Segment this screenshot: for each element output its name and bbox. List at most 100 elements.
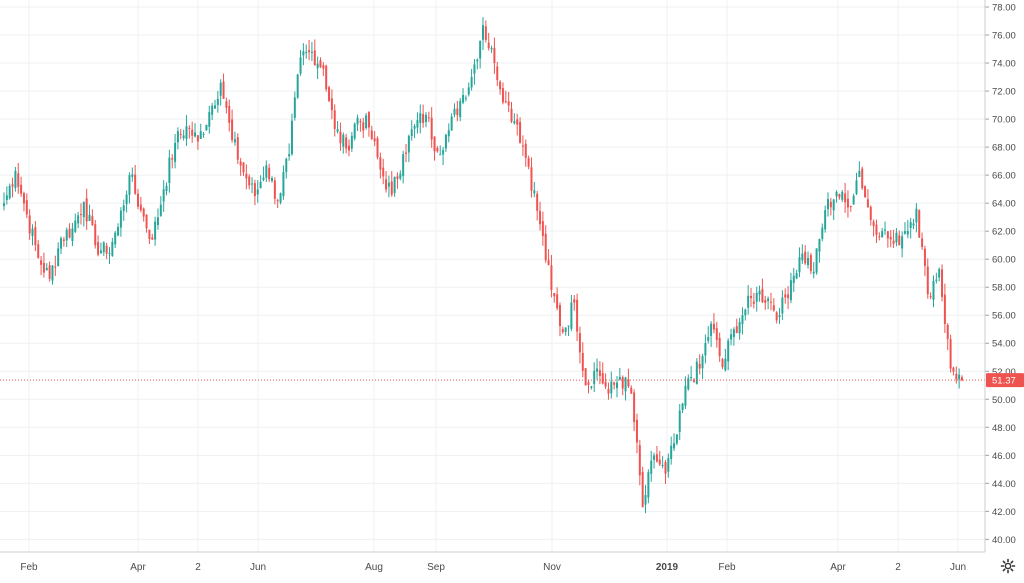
- candle[interactable]: [419, 104, 422, 134]
- candle[interactable]: [715, 321, 718, 348]
- candle[interactable]: [561, 326, 564, 334]
- candle[interactable]: [687, 374, 690, 391]
- candle[interactable]: [407, 134, 410, 163]
- candle[interactable]: [128, 172, 131, 204]
- candle[interactable]: [68, 223, 71, 239]
- candle[interactable]: [273, 177, 276, 205]
- candle[interactable]: [60, 236, 63, 255]
- candle[interactable]: [342, 132, 345, 154]
- candle[interactable]: [97, 235, 100, 257]
- candle[interactable]: [79, 203, 82, 225]
- candle[interactable]: [747, 284, 750, 315]
- candle[interactable]: [570, 295, 573, 332]
- candle[interactable]: [313, 39, 316, 66]
- candle[interactable]: [795, 269, 798, 280]
- candle[interactable]: [861, 166, 864, 190]
- candle[interactable]: [824, 205, 827, 233]
- candle[interactable]: [20, 176, 23, 197]
- candle[interactable]: [171, 153, 174, 169]
- candle[interactable]: [8, 183, 11, 200]
- candle[interactable]: [903, 222, 906, 235]
- candle[interactable]: [838, 193, 841, 200]
- candle[interactable]: [732, 327, 735, 346]
- candle[interactable]: [271, 176, 274, 183]
- candle[interactable]: [151, 233, 154, 240]
- candle[interactable]: [131, 167, 134, 182]
- candle[interactable]: [630, 385, 633, 394]
- candle[interactable]: [921, 232, 924, 250]
- candle[interactable]: [829, 197, 832, 216]
- candle[interactable]: [621, 375, 624, 396]
- candle[interactable]: [624, 376, 627, 401]
- candle[interactable]: [767, 296, 770, 310]
- candle[interactable]: [553, 292, 556, 303]
- candle[interactable]: [148, 229, 151, 245]
- candle[interactable]: [556, 287, 559, 311]
- candle[interactable]: [231, 109, 234, 143]
- candle[interactable]: [667, 453, 670, 478]
- candle[interactable]: [17, 162, 20, 194]
- candle[interactable]: [62, 236, 65, 247]
- candle[interactable]: [530, 157, 533, 198]
- candle[interactable]: [832, 198, 835, 221]
- candle[interactable]: [379, 152, 382, 179]
- candle[interactable]: [593, 362, 596, 393]
- candle[interactable]: [262, 166, 265, 182]
- candle[interactable]: [482, 17, 484, 51]
- candle[interactable]: [926, 258, 929, 299]
- candle[interactable]: [168, 149, 171, 193]
- candle[interactable]: [222, 73, 225, 99]
- candle[interactable]: [279, 192, 282, 205]
- candle[interactable]: [872, 219, 875, 237]
- candle[interactable]: [347, 139, 350, 157]
- candle[interactable]: [290, 113, 293, 156]
- candle[interactable]: [387, 175, 390, 198]
- candle[interactable]: [94, 220, 97, 249]
- candle[interactable]: [510, 101, 513, 124]
- candle[interactable]: [464, 95, 467, 102]
- candle[interactable]: [490, 45, 493, 53]
- candle[interactable]: [114, 230, 117, 249]
- candle[interactable]: [356, 114, 359, 132]
- candle[interactable]: [661, 456, 664, 469]
- candle[interactable]: [564, 327, 567, 336]
- candle[interactable]: [336, 120, 339, 134]
- candle[interactable]: [670, 436, 673, 465]
- candle[interactable]: [929, 292, 932, 300]
- candle[interactable]: [77, 211, 80, 229]
- candle[interactable]: [216, 90, 219, 113]
- candle[interactable]: [333, 104, 336, 137]
- candle[interactable]: [339, 122, 342, 151]
- candle[interactable]: [236, 133, 239, 164]
- candle[interactable]: [439, 145, 442, 156]
- candle[interactable]: [179, 129, 182, 140]
- candle[interactable]: [496, 61, 499, 87]
- candle[interactable]: [678, 404, 681, 440]
- candle[interactable]: [3, 192, 5, 211]
- candle[interactable]: [51, 264, 54, 285]
- candle[interactable]: [764, 296, 767, 311]
- candle[interactable]: [125, 190, 128, 213]
- candle[interactable]: [253, 179, 256, 206]
- candle[interactable]: [864, 185, 867, 198]
- candle[interactable]: [958, 368, 961, 389]
- candle[interactable]: [436, 145, 439, 153]
- candle[interactable]: [775, 311, 778, 324]
- candle[interactable]: [40, 256, 43, 276]
- candle[interactable]: [567, 325, 570, 337]
- candle[interactable]: [117, 223, 120, 237]
- candle[interactable]: [943, 283, 946, 334]
- candle[interactable]: [328, 85, 331, 103]
- candle[interactable]: [590, 385, 593, 390]
- candle[interactable]: [376, 136, 379, 160]
- candle[interactable]: [399, 170, 402, 181]
- candle[interactable]: [316, 56, 319, 80]
- candle[interactable]: [724, 348, 727, 372]
- candle[interactable]: [424, 112, 427, 128]
- candle[interactable]: [137, 189, 140, 210]
- candle[interactable]: [690, 366, 693, 382]
- candle[interactable]: [946, 323, 949, 351]
- candle[interactable]: [362, 117, 365, 139]
- candle[interactable]: [738, 317, 741, 340]
- candle[interactable]: [949, 334, 952, 373]
